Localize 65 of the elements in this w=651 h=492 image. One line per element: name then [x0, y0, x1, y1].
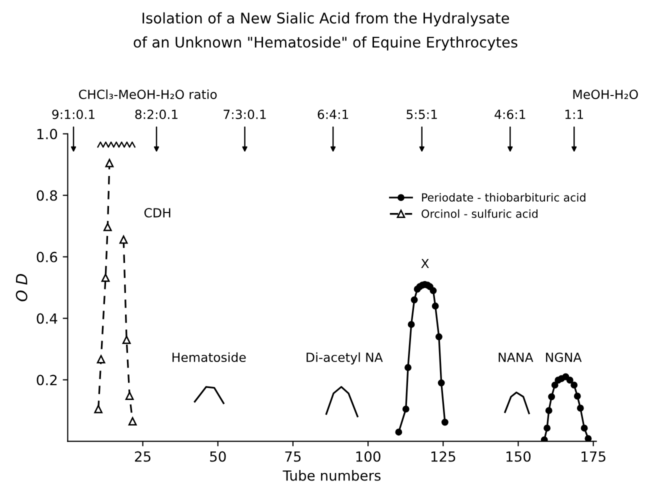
chart-title: Isolation of a New Sialic Acid from the Hydralysate of an Unknown "Hematoside" of Equine Erythrocytes [134, 12, 518, 50]
point [574, 392, 581, 400]
point [402, 406, 410, 413]
point [435, 333, 442, 340]
legend-label: Periodate - thiobarbituric acid [422, 193, 586, 202]
text: 5:5:1 [406, 110, 437, 120]
x-tick-label: 50 [210, 451, 226, 462]
line-series [194, 386, 224, 404]
point [566, 376, 574, 384]
point [430, 287, 437, 294]
point [404, 364, 412, 371]
text: 9:1:0.1 [52, 110, 94, 120]
annotation: Di-acetyl NA [306, 352, 383, 364]
y-tick-label: 1.0 [37, 128, 58, 140]
y-tick-label: 0.6 [36, 252, 58, 262]
text: CHCl₃-MeOH-H₂O ratio [78, 89, 217, 100]
point [580, 424, 588, 432]
text: 8:2:0.1 [135, 110, 178, 120]
y-axis-title: O D [16, 274, 28, 302]
x-axis-title: Tube numbers [282, 470, 381, 481]
point [584, 435, 592, 442]
point [438, 379, 445, 386]
line-series [504, 392, 530, 414]
annotation: X [421, 258, 429, 268]
legend-label: Orcinol - sulfuric acid [422, 209, 538, 218]
point [540, 436, 548, 442]
point [432, 302, 439, 310]
y-tick-label: 0.4 [36, 313, 58, 324]
point [544, 424, 551, 432]
x-tick-label: 125 [431, 451, 456, 462]
point [570, 382, 578, 389]
point [101, 274, 110, 282]
text: 6:4:1 [318, 110, 348, 120]
point [551, 382, 558, 389]
point [94, 404, 103, 414]
x-tick-label: 75 [285, 451, 301, 462]
point [441, 418, 448, 426]
point [128, 417, 137, 426]
line-series [325, 386, 358, 418]
annotation: Hematoside [172, 352, 246, 362]
x-tick-label: 100 [356, 451, 380, 462]
point [576, 404, 584, 412]
point [548, 393, 556, 400]
point [408, 321, 415, 328]
y-tick-label: 0.2 [36, 374, 57, 386]
point [125, 392, 134, 400]
point [122, 336, 131, 344]
point [395, 428, 402, 436]
x-tick-label: 25 [134, 451, 150, 462]
annotation: CDH [144, 208, 170, 218]
text: 7:3:0.1 [224, 110, 266, 120]
x-tick-label: 150 [506, 451, 531, 462]
point [96, 355, 106, 364]
point [119, 235, 128, 244]
point [103, 222, 112, 232]
annotation: NGNA [546, 352, 582, 362]
annotation: NANA [498, 352, 534, 362]
text: 4:6:1 [494, 110, 526, 120]
text: 1:1 [565, 110, 584, 119]
point [105, 158, 114, 168]
point [545, 407, 552, 414]
x-tick-label: 175 [582, 451, 606, 462]
text: MeOH-H₂O [573, 90, 638, 100]
y-tick-label: 0.8 [36, 190, 58, 201]
point [410, 296, 418, 304]
